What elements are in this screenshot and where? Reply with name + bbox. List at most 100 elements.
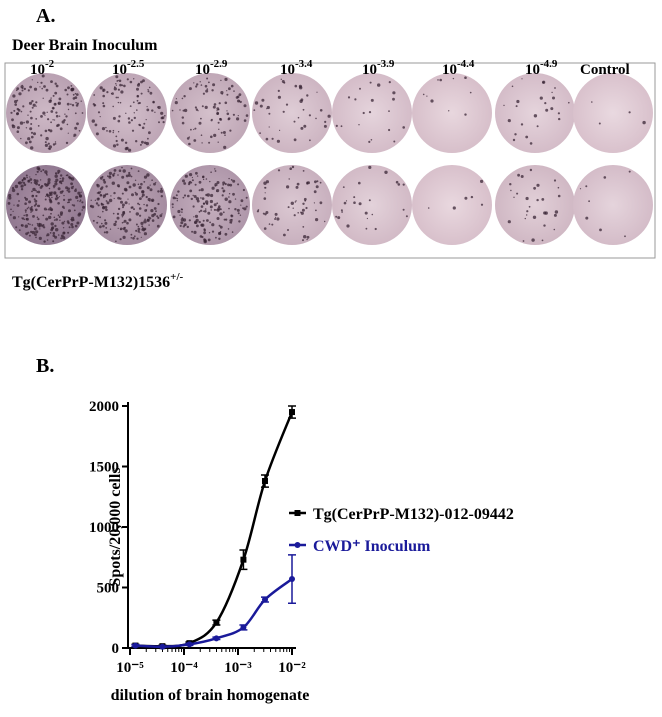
spot bbox=[186, 137, 190, 140]
spot bbox=[63, 194, 65, 197]
spot bbox=[131, 129, 135, 132]
spot bbox=[27, 137, 31, 141]
spot bbox=[539, 96, 543, 100]
spot bbox=[286, 185, 290, 189]
spot bbox=[214, 168, 216, 170]
spot bbox=[208, 141, 211, 144]
spot bbox=[54, 143, 57, 145]
spot bbox=[532, 215, 537, 219]
spot bbox=[300, 211, 302, 214]
spot bbox=[29, 176, 31, 178]
spot bbox=[369, 81, 372, 84]
spot bbox=[327, 114, 331, 118]
spot bbox=[55, 218, 58, 221]
spot bbox=[46, 111, 48, 114]
spot bbox=[195, 218, 199, 222]
spot bbox=[520, 175, 524, 178]
spot bbox=[191, 176, 193, 179]
spot bbox=[133, 78, 135, 80]
spot bbox=[208, 81, 210, 84]
spot bbox=[303, 197, 307, 201]
spot bbox=[103, 197, 105, 199]
spot bbox=[202, 92, 205, 95]
spot bbox=[34, 199, 38, 203]
spot bbox=[335, 215, 338, 218]
spot bbox=[337, 216, 341, 220]
spot bbox=[130, 167, 133, 170]
spot bbox=[64, 113, 66, 115]
x-tick-label: 10⁻³ bbox=[224, 660, 252, 676]
spot bbox=[236, 208, 240, 212]
spot bbox=[70, 223, 74, 226]
spot bbox=[302, 202, 305, 205]
spot bbox=[219, 117, 222, 121]
spot bbox=[93, 105, 96, 107]
spot bbox=[156, 224, 160, 228]
well bbox=[87, 165, 167, 245]
spot bbox=[219, 208, 222, 211]
spot bbox=[60, 174, 63, 177]
spot bbox=[114, 86, 116, 88]
spot bbox=[309, 139, 311, 142]
spot bbox=[48, 145, 52, 149]
dilution-base: 10 bbox=[362, 62, 377, 78]
spot bbox=[200, 84, 203, 86]
spot bbox=[213, 103, 217, 106]
spot bbox=[101, 202, 103, 204]
spot bbox=[151, 179, 153, 181]
spot bbox=[542, 80, 546, 84]
spot bbox=[210, 119, 213, 122]
spot bbox=[41, 87, 43, 90]
well bbox=[332, 73, 412, 153]
spot bbox=[265, 137, 269, 141]
spot bbox=[219, 225, 223, 229]
spot bbox=[264, 192, 266, 194]
spot bbox=[33, 181, 37, 185]
spot bbox=[61, 177, 65, 180]
spot bbox=[70, 85, 73, 87]
spot bbox=[45, 136, 49, 141]
spot bbox=[97, 191, 101, 195]
spot bbox=[60, 237, 63, 240]
spot bbox=[103, 180, 107, 184]
spot bbox=[140, 221, 144, 225]
spot bbox=[516, 99, 520, 104]
spot bbox=[54, 182, 58, 186]
spot bbox=[628, 170, 631, 173]
spot bbox=[65, 141, 69, 145]
spot bbox=[234, 208, 237, 211]
spot bbox=[63, 220, 66, 223]
cell-line-label: Tg(CerPrP-M132)1536+/- bbox=[12, 271, 183, 291]
spot bbox=[24, 209, 27, 212]
spot bbox=[181, 211, 183, 213]
spot bbox=[161, 213, 163, 215]
spot bbox=[46, 233, 50, 237]
spot bbox=[143, 175, 148, 179]
spot bbox=[160, 187, 163, 190]
spot bbox=[175, 194, 178, 197]
spot bbox=[137, 227, 141, 231]
spot bbox=[287, 206, 290, 209]
y-tick-label: 1000 bbox=[89, 520, 119, 536]
spot bbox=[536, 125, 539, 128]
x-tick-label: 10⁻⁵ bbox=[116, 660, 144, 676]
spot bbox=[340, 125, 343, 128]
spot bbox=[99, 191, 102, 193]
spot bbox=[292, 207, 294, 209]
spot bbox=[29, 110, 32, 113]
spot bbox=[217, 141, 219, 143]
spot bbox=[70, 177, 75, 181]
spot bbox=[50, 228, 54, 232]
data-point bbox=[132, 642, 139, 649]
spot bbox=[204, 208, 207, 210]
spot bbox=[521, 78, 523, 80]
spot bbox=[232, 192, 235, 196]
spot bbox=[254, 101, 259, 105]
spot bbox=[61, 221, 65, 225]
spot bbox=[598, 122, 601, 125]
spot bbox=[110, 195, 112, 197]
spot bbox=[32, 103, 36, 107]
spot bbox=[195, 171, 198, 175]
spot bbox=[46, 193, 48, 196]
spot bbox=[129, 211, 131, 213]
